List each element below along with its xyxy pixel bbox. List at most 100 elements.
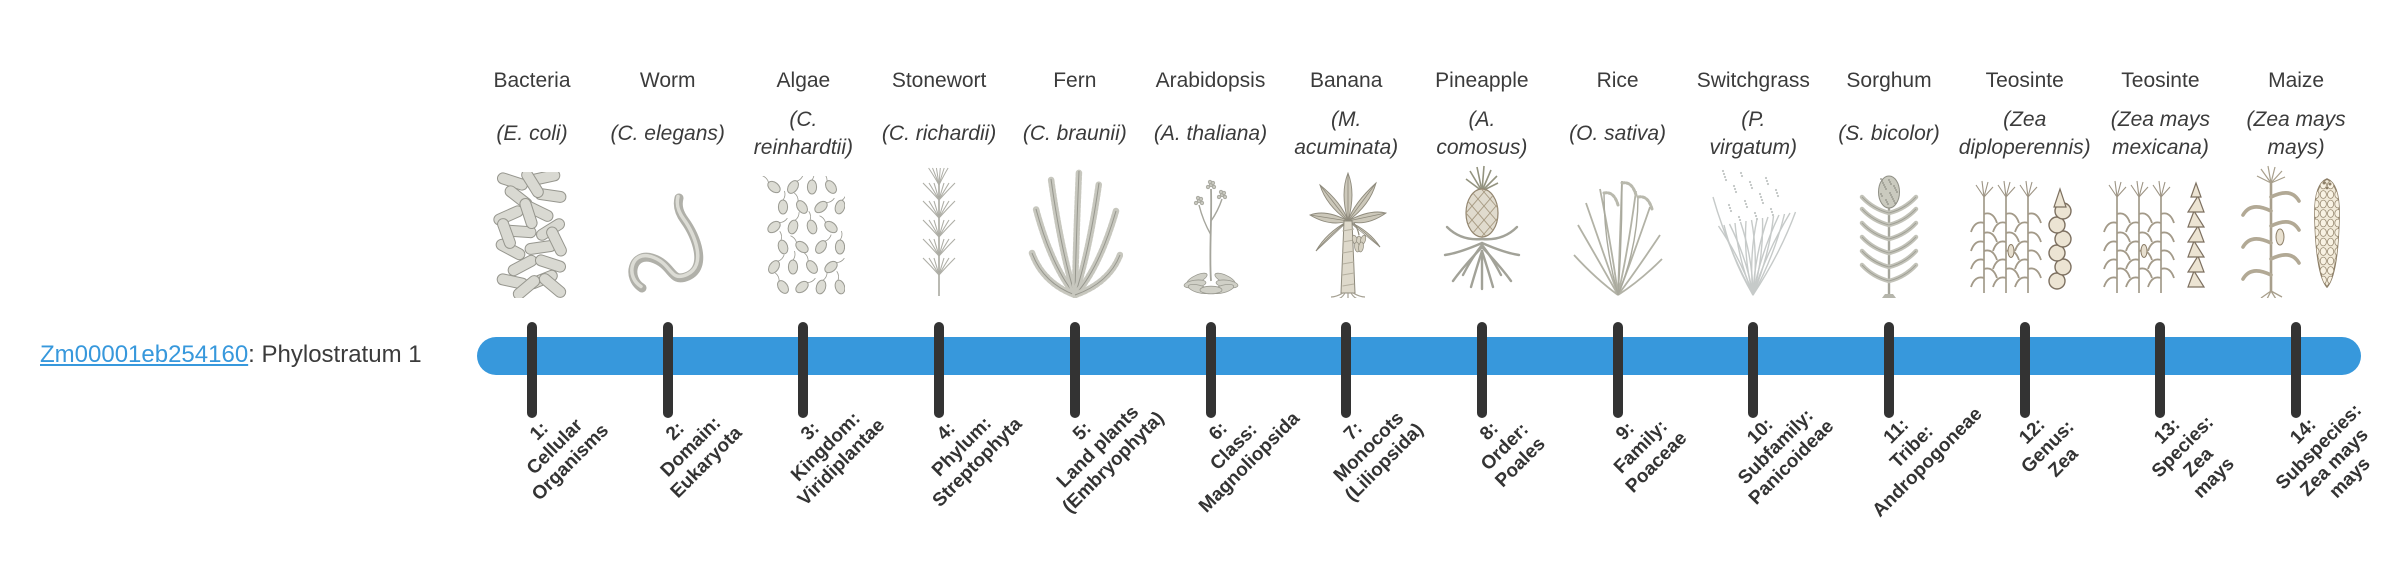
organism-name: Fern	[1053, 69, 1097, 92]
stratum-label-11: 11: Tribe: Andropogoneae	[1829, 364, 1996, 531]
organism-scientific-name: (S. bicolor)	[1809, 102, 1969, 166]
organism-illustration	[1685, 152, 1821, 302]
bacteria-icon	[493, 172, 567, 298]
timeline-tick-1	[527, 322, 537, 418]
phylostrata-timeline-bar	[477, 337, 2361, 375]
timeline-tick-12	[2019, 322, 2030, 418]
organism-illustration	[600, 152, 736, 302]
organism-scientific-line: comosus)	[1436, 136, 1528, 159]
organism-scientific-name: (P. virgatum)	[1673, 102, 1833, 166]
organism-scientific-line: virgatum)	[1709, 136, 1798, 159]
organism-scientific-name: (C. richardii)	[859, 102, 1019, 166]
gene-id-link[interactable]: Zm00001eb254160	[40, 341, 249, 368]
organism-illustration	[1957, 152, 2093, 302]
organism-name: Sorghum	[1846, 69, 1932, 92]
organism-name: Bacteria	[493, 69, 571, 92]
organism-illustration	[1414, 152, 1550, 302]
organism-scientific-name: (A. comosus)	[1402, 102, 1562, 166]
timeline-tick-8	[1476, 322, 1487, 418]
pineapple-icon	[1443, 165, 1521, 291]
timeline-tick-9	[1612, 322, 1623, 418]
stratum-label-7: 7: Monocots (Liliopsida)	[1286, 364, 1453, 531]
organism-scientific-line: (M.	[1331, 108, 1362, 131]
organism-scientific-line: diploperennis)	[1958, 136, 2091, 159]
organism-scientific-name: (O. sativa)	[1538, 102, 1698, 166]
stratum-label-8: 8: Order: Poales	[1422, 364, 1589, 531]
sorghum-icon	[1859, 175, 1919, 298]
organism-scientific-line: (E. coli)	[496, 122, 568, 145]
timeline-tick-2	[662, 322, 673, 418]
organism-scientific-line: (C. elegans)	[610, 122, 725, 145]
stratum-label-1: 1: Cellular Organisms	[472, 364, 639, 531]
organism-illustration	[1550, 152, 1686, 302]
organism-scientific-line: reinhardtii)	[753, 136, 853, 159]
organism-scientific-line: (A. thaliana)	[1153, 122, 1268, 145]
organism-scientific-line: (C. richardii)	[881, 122, 997, 145]
organism-illustration	[871, 152, 1007, 302]
stratum-label-9: 9: Family: Poaceae	[1557, 364, 1724, 531]
rice-icon	[1572, 180, 1663, 296]
timeline-tick-10	[1748, 322, 1759, 418]
organism-name: Maize	[2268, 69, 2325, 92]
organism-illustration	[464, 152, 600, 302]
organism-scientific-name: (Zea mays mays)	[2216, 102, 2376, 166]
organism-scientific-name: (C. elegans)	[588, 102, 748, 166]
organism-scientific-line: (P.	[1741, 108, 1766, 131]
fern-icon	[1028, 167, 1123, 298]
organism-scientific-name: (A. thaliana)	[1131, 102, 1291, 166]
organism-illustration	[1007, 152, 1143, 302]
timeline-tick-7	[1341, 322, 1352, 418]
stratum-label-4: 4: Phylum: Streptophyta	[879, 364, 1046, 531]
phylostratum-text: : Phylostratum 1	[248, 341, 422, 368]
organism-illustration	[1821, 152, 1957, 302]
worm-icon	[628, 193, 703, 293]
organism-scientific-name: (C. reinhardtii)	[723, 102, 883, 166]
timeline-tick-3	[798, 322, 809, 418]
organism-scientific-line: (S. bicolor)	[1838, 122, 1940, 145]
organism-illustration	[1278, 152, 1414, 302]
organism-name: Rice	[1596, 69, 1639, 92]
timeline-tick-13	[2155, 322, 2166, 418]
arabidopsis-icon	[1183, 179, 1238, 295]
timeline-tick-5	[1069, 322, 1080, 418]
organism-scientific-name: (C. braunii)	[995, 102, 1155, 166]
organism-name: Worm	[639, 69, 696, 92]
organism-name: Banana	[1309, 69, 1383, 92]
timeline-tick-11	[1884, 322, 1894, 418]
stratum-label-6: 6: Class: Magnoliopsida	[1150, 364, 1317, 531]
gene-label: Zm00001eb254160: Phylostratum 1	[40, 341, 422, 369]
organism-scientific-line: (A.	[1468, 108, 1496, 131]
organism-scientific-line: (Zea mays	[2246, 108, 2346, 131]
organism-scientific-name: (Zea diploperennis)	[1945, 102, 2105, 166]
organism-scientific-name: (M. acuminata)	[1266, 102, 1426, 166]
organism-scientific-name: (Zea mays mexicana)	[2080, 102, 2240, 166]
stonewort-icon	[922, 167, 956, 296]
teosinte-mexicana-icon	[2103, 180, 2206, 293]
organism-illustration	[735, 152, 871, 302]
organism-scientific-line: (C.	[789, 108, 818, 131]
stratum-label-3: 3: Kingdom: Viridiplantae	[743, 364, 910, 531]
maize-icon	[2241, 165, 2341, 298]
organism-name: Stonewort	[891, 69, 987, 92]
organism-name: Pineapple	[1435, 69, 1529, 92]
organism-scientific-line: (Zea	[2003, 108, 2047, 131]
organism-illustration	[2092, 152, 2228, 302]
banana-icon	[1309, 171, 1388, 298]
timeline-tick-6	[1205, 322, 1216, 418]
stratum-label-2: 2: Domain: Eukaryota	[608, 364, 775, 531]
organism-scientific-line: mexicana)	[2111, 136, 2209, 159]
organism-scientific-name: (E. coli)	[452, 102, 612, 166]
timeline-tick-14	[2291, 322, 2302, 418]
organism-scientific-line: acuminata)	[1294, 136, 1399, 159]
organism-name: Teosinte	[2121, 69, 2200, 92]
organism-scientific-line: (C. braunii)	[1022, 122, 1127, 145]
organism-illustration	[1143, 152, 1279, 302]
organism-illustration	[2228, 152, 2364, 302]
teosinte-diploperennis-icon	[1969, 180, 2072, 293]
organism-name: Teosinte	[1985, 69, 2064, 92]
algae-icon	[762, 176, 846, 295]
organism-scientific-line: (O. sativa)	[1569, 122, 1667, 145]
organism-scientific-line: mays)	[2267, 136, 2325, 159]
organism-name: Algae	[776, 69, 831, 92]
